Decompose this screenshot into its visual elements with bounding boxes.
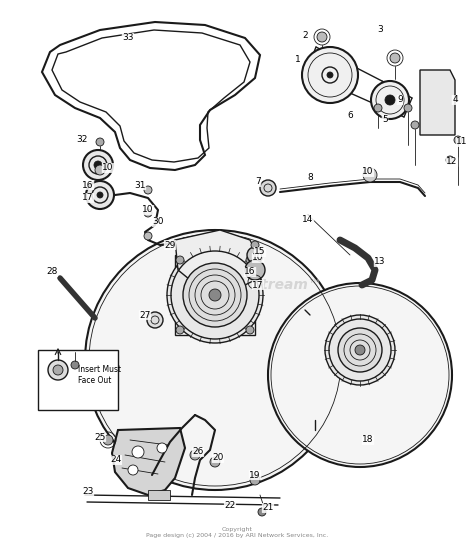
Circle shape [86,181,114,209]
Text: 29: 29 [164,240,176,250]
Text: 22: 22 [224,501,236,509]
Circle shape [404,104,412,112]
Circle shape [95,165,105,175]
Text: 26: 26 [192,447,204,457]
Text: ARpartStream™: ARpartStream™ [198,278,322,292]
Circle shape [97,192,103,198]
Text: 4: 4 [452,95,458,104]
Text: 10: 10 [102,164,114,173]
Circle shape [71,361,79,369]
Text: 12: 12 [447,158,458,166]
Bar [38,350,118,410]
Circle shape [258,508,266,516]
Circle shape [144,186,152,194]
Circle shape [83,150,113,180]
Circle shape [338,328,382,372]
Circle shape [147,312,163,328]
Circle shape [250,475,260,485]
Text: 8: 8 [307,174,313,183]
Circle shape [53,365,63,375]
Circle shape [246,256,254,264]
Circle shape [103,435,113,445]
Circle shape [454,136,462,144]
Circle shape [247,247,263,263]
Circle shape [411,121,419,129]
Text: 24: 24 [110,456,122,465]
Text: 6: 6 [347,110,353,119]
Circle shape [246,326,254,334]
Text: 10: 10 [362,168,374,176]
Text: 5: 5 [382,115,388,124]
Circle shape [132,446,144,458]
Text: 1: 1 [295,56,301,64]
Text: 21: 21 [262,503,273,512]
Text: Copyright
Page design (c) 2004 / 2016 by ARI Network Services, Inc.: Copyright Page design (c) 2004 / 2016 by… [146,527,328,538]
Circle shape [302,47,358,103]
Circle shape [176,256,184,264]
Text: 14: 14 [302,215,314,225]
Circle shape [96,138,104,146]
Circle shape [48,360,68,380]
Text: 32: 32 [76,135,88,144]
Text: 27: 27 [139,310,151,320]
Polygon shape [112,428,185,495]
Text: 33: 33 [122,33,134,43]
Text: 19: 19 [249,471,261,480]
Circle shape [446,156,454,164]
Text: 13: 13 [374,258,386,266]
Text: 30: 30 [152,218,164,226]
Text: 10: 10 [142,205,154,214]
Text: 17: 17 [82,194,94,203]
Text: 9: 9 [397,95,403,104]
Text: 10: 10 [252,254,264,263]
Text: 18: 18 [362,436,374,445]
Text: 2: 2 [302,31,308,39]
Circle shape [374,104,382,112]
Circle shape [355,345,365,355]
Circle shape [157,443,167,453]
Text: 25: 25 [94,432,106,441]
Text: 16: 16 [244,268,256,276]
Circle shape [325,315,395,385]
Circle shape [385,95,395,105]
Circle shape [251,241,259,249]
Text: 16: 16 [82,180,94,189]
Circle shape [94,161,102,169]
Text: 23: 23 [82,487,94,497]
Circle shape [176,326,184,334]
Text: 20: 20 [212,453,224,462]
Circle shape [144,209,152,217]
Text: 31: 31 [134,180,146,189]
Circle shape [183,263,247,327]
Text: 17: 17 [252,280,264,290]
Circle shape [390,53,400,63]
Text: 15: 15 [254,248,266,256]
Polygon shape [420,70,455,135]
Circle shape [363,168,377,182]
Circle shape [209,289,221,301]
Circle shape [85,230,345,490]
Text: Insert Must
Face Out: Insert Must Face Out [78,365,121,385]
Text: 3: 3 [377,26,383,34]
Circle shape [327,72,333,78]
Circle shape [268,283,452,467]
Circle shape [167,247,263,343]
Circle shape [144,232,152,240]
Bar [148,490,170,500]
Polygon shape [175,230,260,290]
Circle shape [128,465,138,475]
Circle shape [260,180,276,196]
Text: 11: 11 [456,138,468,147]
Text: 28: 28 [46,268,58,276]
Circle shape [210,457,220,467]
Circle shape [245,260,265,280]
Circle shape [317,32,327,42]
Text: 7: 7 [255,178,261,186]
Circle shape [371,81,409,119]
Circle shape [190,450,200,460]
